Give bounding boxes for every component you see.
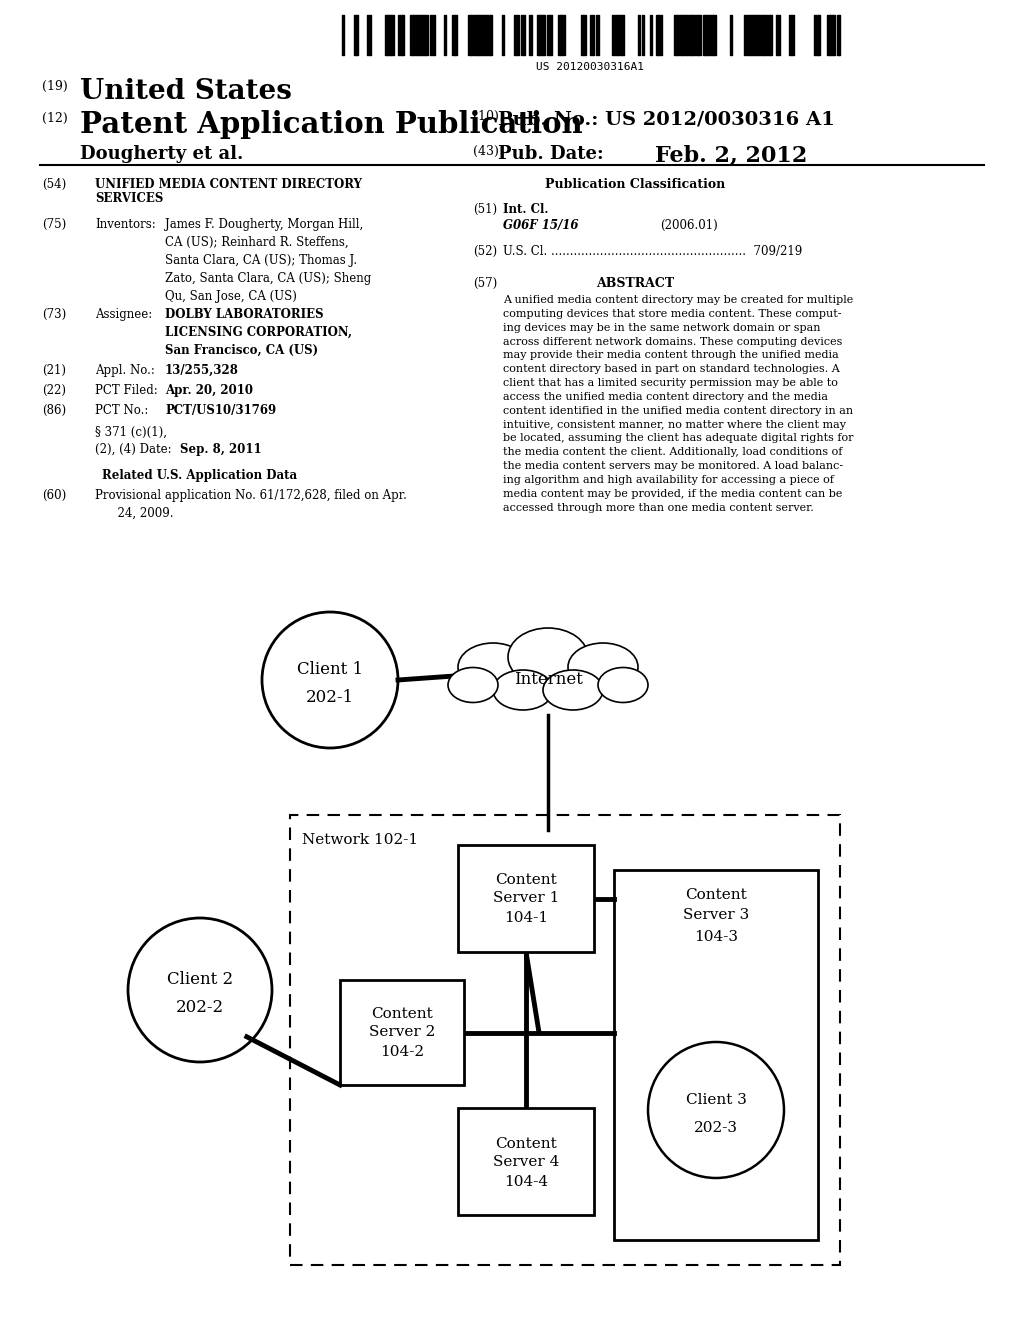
Text: (12): (12) xyxy=(42,112,68,125)
Text: Int. Cl.: Int. Cl. xyxy=(503,203,549,216)
Text: Publication Classification: Publication Classification xyxy=(545,178,725,191)
Text: 202-3: 202-3 xyxy=(694,1121,738,1135)
Text: James F. Dougherty, Morgan Hill,
CA (US); Reinhard R. Steffens,
Santa Clara, CA : James F. Dougherty, Morgan Hill, CA (US)… xyxy=(165,218,372,304)
Text: (21): (21) xyxy=(42,364,66,378)
Text: (75): (75) xyxy=(42,218,67,231)
Ellipse shape xyxy=(493,671,553,710)
Bar xyxy=(458,845,594,952)
Text: Sep. 8, 2011: Sep. 8, 2011 xyxy=(180,444,261,455)
Text: Internet: Internet xyxy=(514,672,583,689)
Text: Network 102-1: Network 102-1 xyxy=(302,833,418,847)
Text: Appl. No.:: Appl. No.: xyxy=(95,364,155,378)
Text: (19): (19) xyxy=(42,81,68,92)
Text: Server 1: Server 1 xyxy=(493,891,559,906)
Text: (60): (60) xyxy=(42,488,67,502)
Text: (52): (52) xyxy=(473,246,497,257)
Text: (73): (73) xyxy=(42,308,67,321)
Bar xyxy=(614,870,818,1239)
Text: Server 3: Server 3 xyxy=(683,908,750,921)
Text: DOLBY LABORATORIES
LICENSING CORPORATION,
San Francisco, CA (US): DOLBY LABORATORIES LICENSING CORPORATION… xyxy=(165,308,352,356)
Text: (10): (10) xyxy=(473,110,499,123)
Ellipse shape xyxy=(568,643,638,690)
Text: Related U.S. Application Data: Related U.S. Application Data xyxy=(102,469,298,482)
Text: PCT Filed:: PCT Filed: xyxy=(95,384,158,397)
Text: Provisional application No. 61/172,628, filed on Apr.
      24, 2009.: Provisional application No. 61/172,628, … xyxy=(95,488,407,520)
Text: Content: Content xyxy=(371,1007,433,1022)
Text: (22): (22) xyxy=(42,384,66,397)
Text: UNIFIED MEDIA CONTENT DIRECTORY: UNIFIED MEDIA CONTENT DIRECTORY xyxy=(95,178,362,191)
Text: Content: Content xyxy=(685,888,746,902)
Text: US 20120030316A1: US 20120030316A1 xyxy=(536,62,644,73)
Text: (51): (51) xyxy=(473,203,497,216)
Ellipse shape xyxy=(458,643,528,690)
Text: Client 3: Client 3 xyxy=(685,1093,746,1107)
Text: 104-2: 104-2 xyxy=(380,1045,424,1060)
Text: (57): (57) xyxy=(473,277,498,290)
Ellipse shape xyxy=(598,668,648,702)
Ellipse shape xyxy=(508,628,588,686)
Text: (86): (86) xyxy=(42,404,67,417)
Text: Apr. 20, 2010: Apr. 20, 2010 xyxy=(165,384,253,397)
Text: 202-1: 202-1 xyxy=(306,689,354,706)
Text: Content: Content xyxy=(496,874,557,887)
Text: Pub. Date:: Pub. Date: xyxy=(498,145,603,162)
Text: Feb. 2, 2012: Feb. 2, 2012 xyxy=(655,145,807,168)
Text: Pub. No.: US 2012/0030316 A1: Pub. No.: US 2012/0030316 A1 xyxy=(498,110,835,128)
Text: G06F 15/16: G06F 15/16 xyxy=(503,219,579,232)
Text: 104-3: 104-3 xyxy=(694,931,738,944)
Text: SERVICES: SERVICES xyxy=(95,191,164,205)
Text: (2006.01): (2006.01) xyxy=(660,219,718,232)
Text: (43): (43) xyxy=(473,145,499,158)
Text: Client 2: Client 2 xyxy=(167,972,233,989)
Text: 104-1: 104-1 xyxy=(504,912,548,925)
Text: Server 4: Server 4 xyxy=(493,1155,559,1168)
Ellipse shape xyxy=(543,671,603,710)
Text: 202-2: 202-2 xyxy=(176,999,224,1016)
Text: Patent Application Publication: Patent Application Publication xyxy=(80,110,583,139)
Text: 13/255,328: 13/255,328 xyxy=(165,364,239,378)
Text: Content: Content xyxy=(496,1137,557,1151)
Bar xyxy=(340,979,464,1085)
Text: § 371 (c)(1),: § 371 (c)(1), xyxy=(95,426,167,440)
Bar xyxy=(290,814,840,1265)
Text: United States: United States xyxy=(80,78,292,106)
Text: Assignee:: Assignee: xyxy=(95,308,153,321)
Text: PCT/US10/31769: PCT/US10/31769 xyxy=(165,404,276,417)
Text: ABSTRACT: ABSTRACT xyxy=(596,277,674,290)
Text: U.S. Cl. ....................................................  709/219: U.S. Cl. ...............................… xyxy=(503,246,802,257)
Text: Inventors:: Inventors: xyxy=(95,218,156,231)
Text: PCT No.:: PCT No.: xyxy=(95,404,148,417)
Text: Server 2: Server 2 xyxy=(369,1026,435,1040)
Text: Dougherty et al.: Dougherty et al. xyxy=(80,145,244,162)
Text: Client 1: Client 1 xyxy=(297,661,364,678)
Text: 104-4: 104-4 xyxy=(504,1175,548,1188)
Text: (2), (4) Date:: (2), (4) Date: xyxy=(95,444,172,455)
Text: (54): (54) xyxy=(42,178,67,191)
Bar xyxy=(458,1107,594,1214)
Ellipse shape xyxy=(449,668,498,702)
Text: A unified media content directory may be created for multiple
computing devices : A unified media content directory may be… xyxy=(503,294,853,512)
